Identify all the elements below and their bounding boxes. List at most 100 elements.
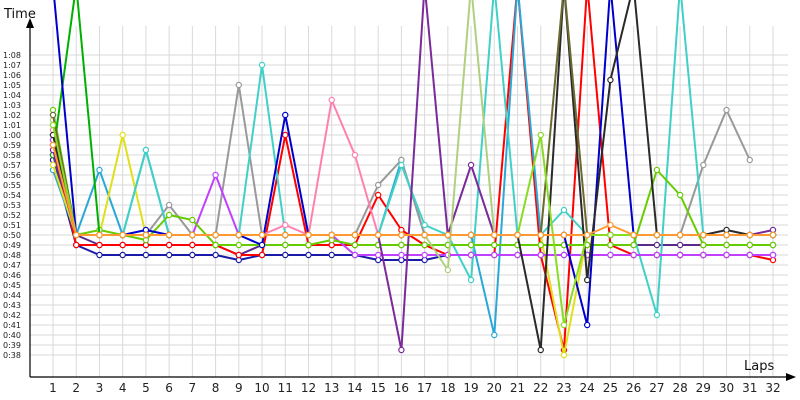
data-point bbox=[769, 251, 777, 259]
y-tick-label: 1:08 bbox=[3, 51, 21, 60]
data-point bbox=[560, 231, 568, 239]
x-tick-label: 29 bbox=[696, 381, 711, 395]
data-point bbox=[398, 346, 405, 354]
data-point bbox=[700, 251, 707, 259]
y-axis-title: Time bbox=[3, 7, 36, 22]
data-point bbox=[119, 241, 126, 249]
data-point bbox=[421, 241, 428, 249]
data-point bbox=[305, 251, 312, 259]
y-tick-label: 0:51 bbox=[3, 221, 21, 230]
data-point bbox=[165, 251, 173, 259]
data-point bbox=[96, 231, 103, 239]
y-tick-label: 1:03 bbox=[3, 101, 21, 110]
series-14 bbox=[49, 0, 777, 274]
x-tick-label: 32 bbox=[765, 381, 780, 395]
data-point bbox=[491, 251, 498, 259]
data-point bbox=[305, 241, 312, 249]
y-tick-label: 0:46 bbox=[3, 271, 21, 280]
y-tick-label: 1:05 bbox=[3, 81, 21, 90]
data-point bbox=[328, 251, 335, 259]
x-tick-label: 6 bbox=[165, 381, 173, 395]
data-point bbox=[258, 251, 266, 259]
x-tick-label: 24 bbox=[580, 381, 595, 395]
data-point bbox=[282, 111, 289, 119]
y-tick-label: 0:54 bbox=[3, 191, 21, 200]
data-point bbox=[96, 251, 103, 259]
data-point bbox=[607, 251, 614, 259]
x-axis-arrow bbox=[786, 373, 796, 381]
x-tick-label: 12 bbox=[301, 381, 316, 395]
data-point bbox=[491, 241, 498, 249]
x-tick-label: 2 bbox=[72, 381, 80, 395]
y-tick-label: 0:57 bbox=[3, 161, 21, 170]
x-tick-label: 15 bbox=[371, 381, 386, 395]
data-point bbox=[73, 231, 80, 239]
data-point bbox=[235, 231, 243, 239]
x-tick-label: 20 bbox=[487, 381, 502, 395]
data-point bbox=[282, 231, 289, 239]
data-point bbox=[189, 241, 196, 249]
data-point bbox=[653, 241, 661, 249]
x-tick-label: 21 bbox=[510, 381, 525, 395]
data-point bbox=[189, 216, 196, 224]
axes: Time Laps bbox=[3, 7, 796, 381]
data-point bbox=[235, 241, 243, 249]
data-point bbox=[421, 231, 428, 239]
x-tick-label: 28 bbox=[672, 381, 687, 395]
data-point bbox=[282, 251, 289, 259]
y-tick-label: 0:38 bbox=[3, 351, 21, 360]
data-point bbox=[467, 276, 475, 284]
x-tick-label: 10 bbox=[254, 381, 269, 395]
data-point bbox=[514, 231, 521, 239]
data-point bbox=[514, 251, 521, 259]
data-point bbox=[119, 251, 126, 259]
data-point bbox=[142, 251, 150, 259]
data-point bbox=[769, 231, 777, 239]
x-tick-label: 7 bbox=[189, 381, 197, 395]
y-tick-label: 0:50 bbox=[3, 231, 21, 240]
tick-labels: 0:380:390:400:410:420:430:440:450:460:47… bbox=[3, 51, 781, 395]
data-point bbox=[491, 231, 498, 239]
y-tick-label: 0:43 bbox=[3, 301, 21, 310]
x-tick-label: 27 bbox=[649, 381, 664, 395]
y-tick-label: 1:01 bbox=[3, 121, 21, 130]
data-point bbox=[165, 201, 173, 209]
data-point bbox=[630, 251, 637, 259]
data-point bbox=[583, 321, 591, 329]
data-point bbox=[142, 146, 150, 154]
data-point bbox=[142, 231, 150, 239]
x-tick-label: 3 bbox=[96, 381, 104, 395]
y-tick-label: 0:58 bbox=[3, 151, 21, 160]
data-point bbox=[398, 251, 405, 259]
data-point bbox=[607, 221, 614, 229]
x-tick-label: 26 bbox=[626, 381, 641, 395]
x-tick-label: 11 bbox=[278, 381, 293, 395]
data-point bbox=[746, 241, 753, 249]
data-point bbox=[746, 231, 753, 239]
data-point bbox=[282, 221, 289, 229]
data-point bbox=[165, 211, 173, 219]
x-tick-label: 31 bbox=[742, 381, 757, 395]
x-tick-label: 17 bbox=[417, 381, 432, 395]
data-point bbox=[537, 241, 544, 249]
data-point bbox=[96, 241, 103, 249]
data-point bbox=[700, 241, 707, 249]
data-point bbox=[96, 166, 103, 174]
data-point bbox=[398, 241, 405, 249]
data-point bbox=[467, 231, 475, 239]
y-tick-label: 0:48 bbox=[3, 251, 21, 260]
data-point bbox=[607, 76, 614, 84]
data-point bbox=[769, 241, 777, 249]
data-point bbox=[258, 231, 266, 239]
x-tick-label: 5 bbox=[142, 381, 150, 395]
y-axis-arrow bbox=[26, 18, 34, 28]
data-point bbox=[700, 161, 707, 169]
data-point bbox=[723, 106, 730, 114]
data-point bbox=[398, 161, 405, 169]
y-tick-label: 1:07 bbox=[3, 61, 21, 70]
data-point bbox=[374, 251, 382, 259]
data-point bbox=[374, 181, 382, 189]
data-point bbox=[235, 251, 243, 259]
data-point bbox=[746, 251, 753, 259]
